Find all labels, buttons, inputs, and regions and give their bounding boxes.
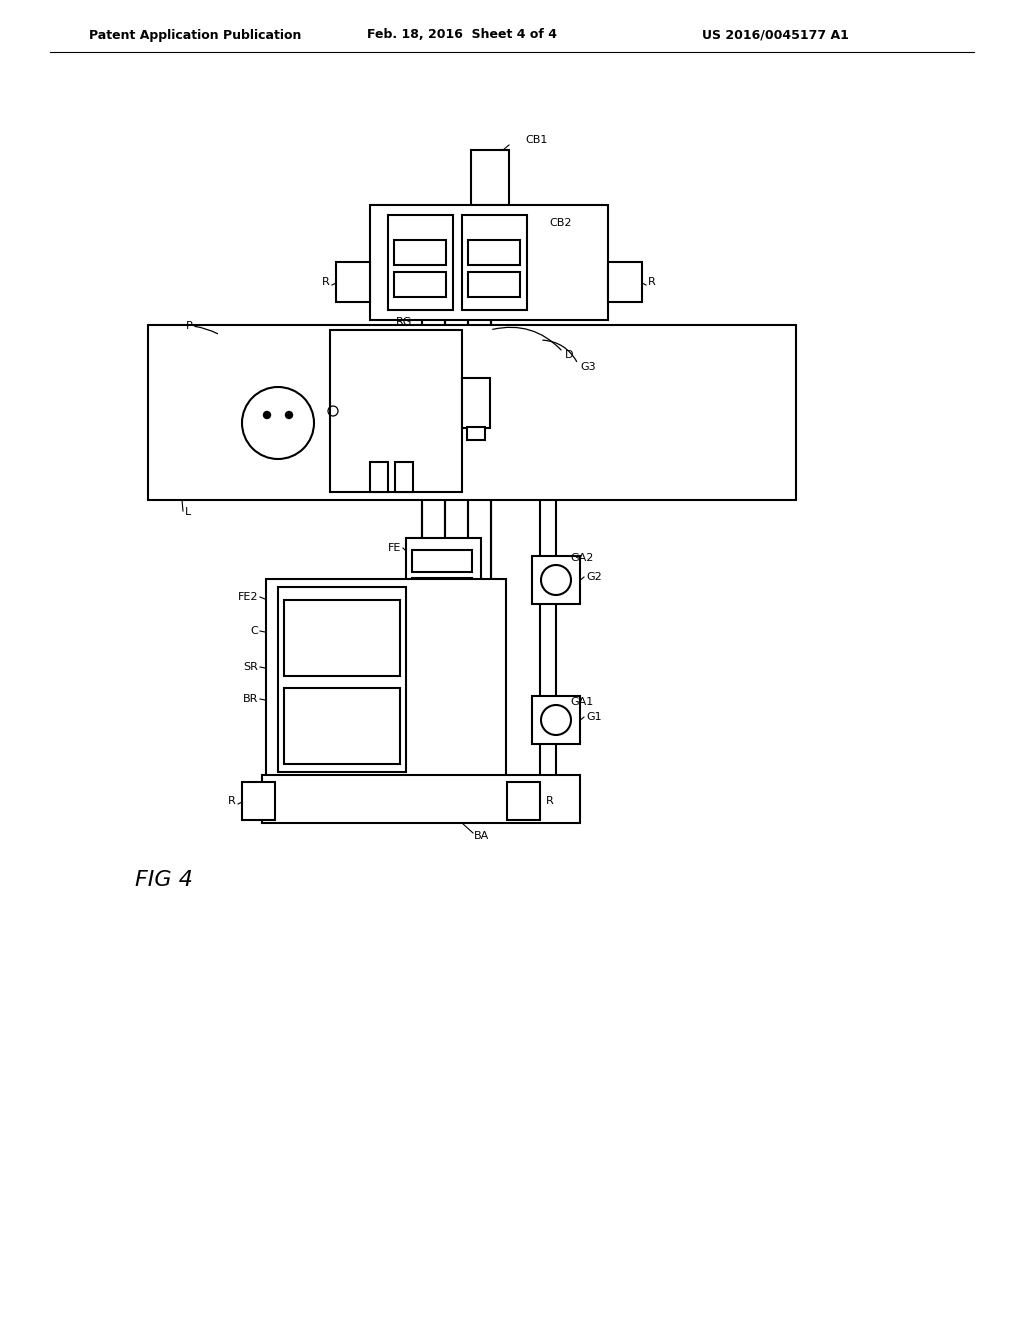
Text: D: D <box>565 350 573 360</box>
Text: R: R <box>546 796 554 807</box>
Text: Patent Application Publication: Patent Application Publication <box>89 29 301 41</box>
Bar <box>462 215 527 310</box>
Bar <box>507 781 540 820</box>
Text: FE2: FE2 <box>238 591 258 602</box>
Bar <box>532 696 580 744</box>
Bar <box>394 240 446 265</box>
Text: BA: BA <box>474 832 489 841</box>
Bar <box>468 240 520 265</box>
Text: R: R <box>228 796 236 807</box>
Text: SR: SR <box>243 663 258 672</box>
Bar <box>468 272 520 297</box>
Bar <box>284 599 400 676</box>
Bar <box>412 578 472 601</box>
Bar <box>471 150 509 205</box>
Bar <box>395 462 413 492</box>
Text: Feb. 18, 2016  Sheet 4 of 4: Feb. 18, 2016 Sheet 4 of 4 <box>367 29 557 41</box>
Bar <box>242 781 275 820</box>
Text: RG: RG <box>396 317 413 327</box>
Text: BR: BR <box>243 694 258 704</box>
Bar <box>532 556 580 605</box>
Text: C: C <box>250 626 258 636</box>
Bar <box>394 272 446 297</box>
Bar <box>608 261 642 302</box>
Bar <box>148 325 796 500</box>
Text: US 2016/0045177 A1: US 2016/0045177 A1 <box>701 29 849 41</box>
Text: R: R <box>323 277 330 286</box>
Text: GA1: GA1 <box>570 697 593 708</box>
Bar <box>462 378 490 428</box>
Bar <box>370 205 608 319</box>
Bar <box>262 775 580 822</box>
Text: CB2: CB2 <box>549 218 571 228</box>
Bar <box>406 539 481 609</box>
Text: CB1: CB1 <box>525 135 548 145</box>
Bar <box>278 587 406 772</box>
Text: G2: G2 <box>586 572 602 582</box>
Text: P: P <box>186 321 193 331</box>
Text: L: L <box>185 507 191 517</box>
Text: G1: G1 <box>586 711 602 722</box>
Bar <box>330 330 462 492</box>
Circle shape <box>286 412 293 418</box>
Circle shape <box>263 412 270 418</box>
Text: FE: FE <box>388 543 401 553</box>
Bar <box>266 579 506 784</box>
Bar <box>336 261 370 302</box>
Bar <box>370 462 388 492</box>
Bar <box>467 426 485 440</box>
Text: G3: G3 <box>580 362 596 372</box>
Text: GA2: GA2 <box>570 553 593 564</box>
Bar <box>412 550 472 572</box>
Bar <box>284 688 400 764</box>
Bar <box>388 215 453 310</box>
Text: FIG 4: FIG 4 <box>135 870 193 890</box>
Text: R: R <box>648 277 655 286</box>
